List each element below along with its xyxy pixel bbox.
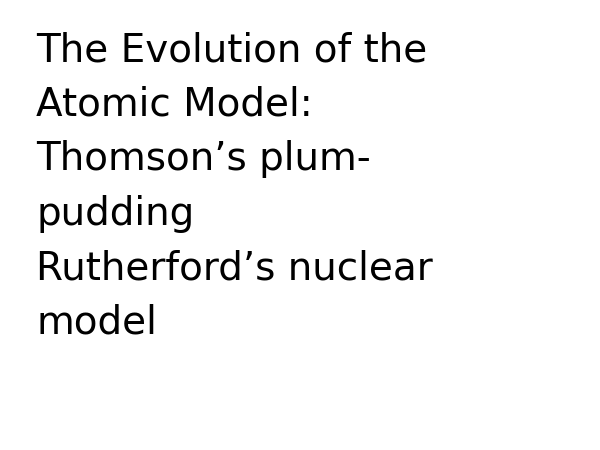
Text: The Evolution of the
Atomic Model:
Thomson’s plum-
pudding
Rutherford’s nuclear
: The Evolution of the Atomic Model: Thoms…	[36, 32, 433, 342]
